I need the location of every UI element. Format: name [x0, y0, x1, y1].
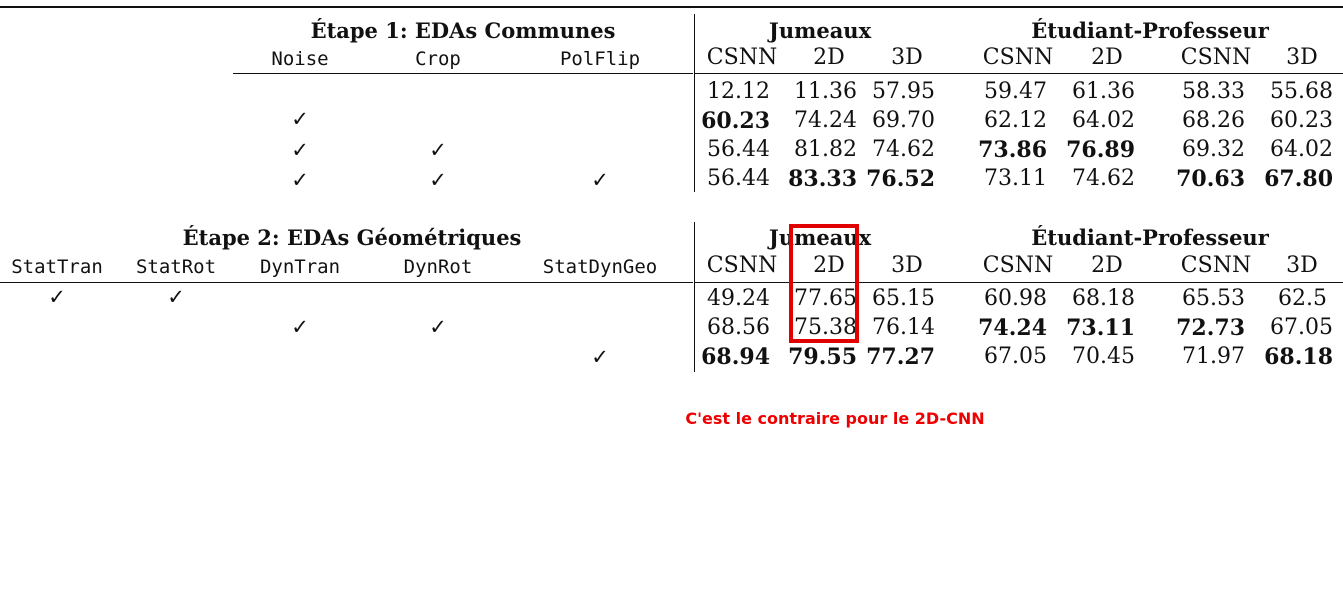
- table-top-rule: [0, 6, 1343, 8]
- stage2-hdr-3d-c: 3D: [1286, 253, 1318, 278]
- stage2-hdr-3d: 3D: [891, 253, 923, 278]
- check-mark: ✓: [167, 285, 185, 309]
- stage2-col-stattran: StatTran: [11, 256, 103, 278]
- stage1-separator: [694, 14, 695, 192]
- cell: 55.68: [1270, 79, 1333, 104]
- stage2-col-dynrot: DynRot: [403, 256, 473, 278]
- cell: 65.15: [872, 286, 935, 311]
- cell-best: 76.52: [866, 166, 935, 192]
- stage2-hdr-csnn-b: CSNN: [982, 253, 1054, 278]
- stage1-hdr-csnn-c: CSNN: [1180, 45, 1252, 70]
- cell: 74.62: [1072, 166, 1135, 191]
- cell-best: 73.86: [978, 137, 1047, 163]
- stage1-hdr-3d: 3D: [891, 45, 923, 70]
- cell: 11.36: [794, 79, 857, 104]
- stage1-group-etudiant: Étudiant-Professeur: [1031, 18, 1269, 43]
- cell: 67.05: [1270, 315, 1333, 340]
- stage2-group-etudiant: Étudiant-Professeur: [1031, 225, 1269, 250]
- stage2-metrics-rule: [695, 282, 1343, 283]
- cell-best: 67.80: [1264, 166, 1333, 192]
- stage1-col-polflip: PolFlip: [559, 48, 641, 70]
- check-mark: ✓: [48, 285, 66, 309]
- cell: 62.5: [1278, 286, 1327, 311]
- check-mark: ✓: [429, 315, 447, 339]
- cell-best: 74.24: [978, 315, 1047, 341]
- stage1-hdr-csnn-b: CSNN: [982, 45, 1054, 70]
- cell: 59.47: [984, 79, 1047, 104]
- cell: 75.38: [794, 315, 857, 340]
- stage2-hdr-2d: 2D: [813, 253, 845, 278]
- cell: 69.70: [872, 108, 935, 133]
- cell: 58.33: [1182, 79, 1245, 104]
- cell: 64.02: [1072, 108, 1135, 133]
- stage1-title: Étape 1: EDAs Communes: [310, 18, 616, 43]
- cell: 67.05: [984, 344, 1047, 369]
- check-mark: ✓: [429, 138, 447, 162]
- cell: 60.98: [984, 286, 1047, 311]
- stage2-separator: [694, 222, 695, 372]
- cell: 74.62: [872, 137, 935, 162]
- cell-best: 76.89: [1066, 137, 1135, 163]
- annotation-note: C'est le contraire pour le 2D-CNN: [685, 409, 985, 428]
- cell: 12.12: [707, 79, 770, 104]
- stage2-hdr-csnn-c: CSNN: [1180, 253, 1252, 278]
- highlight-box: [789, 224, 859, 343]
- check-mark: ✓: [291, 168, 309, 192]
- cell-best: 77.27: [866, 344, 935, 370]
- cell: 70.45: [1072, 344, 1135, 369]
- cell-best: 72.73: [1176, 315, 1245, 341]
- cell: 81.82: [794, 137, 857, 162]
- check-mark: ✓: [591, 345, 609, 369]
- cell: 49.24: [707, 286, 770, 311]
- stage1-hdr-2d-b: 2D: [1091, 45, 1123, 70]
- cell-best: 68.18: [1264, 344, 1333, 370]
- cell-best: 73.11: [1066, 315, 1135, 341]
- cell: 68.56: [707, 315, 770, 340]
- cell: 68.18: [1072, 286, 1135, 311]
- cell: 65.53: [1182, 286, 1245, 311]
- cell-best: 60.23: [701, 108, 770, 134]
- stage1-col-noise: Noise: [271, 48, 329, 70]
- cell: 69.32: [1182, 137, 1245, 162]
- cell: 57.95: [872, 79, 935, 104]
- stage1-metrics-rule: [695, 73, 1343, 74]
- check-mark: ✓: [291, 138, 309, 162]
- check-mark: ✓: [291, 107, 309, 131]
- check-mark: ✓: [291, 315, 309, 339]
- cell-best: 68.94: [701, 344, 770, 370]
- cell-best: 79.55: [788, 344, 857, 370]
- stage2-hdr-2d-b: 2D: [1091, 253, 1123, 278]
- check-mark: ✓: [429, 168, 447, 192]
- cell: 76.14: [872, 315, 935, 340]
- stage2-title: Étape 2: EDAs Géométriques: [182, 225, 522, 250]
- cell: 68.26: [1182, 108, 1245, 133]
- stage1-hdr-3d-c: 3D: [1286, 45, 1318, 70]
- stage1-group-jumeaux: Jumeaux: [768, 18, 872, 43]
- stage2-group-jumeaux: Jumeaux: [768, 225, 872, 250]
- stage2-header-rule: [0, 282, 693, 283]
- check-mark: ✓: [591, 168, 609, 192]
- cell: 56.44: [707, 166, 770, 191]
- stage1-col-crop: Crop: [415, 48, 461, 70]
- cell: 61.36: [1072, 79, 1135, 104]
- cell: 77.65: [794, 286, 857, 311]
- cell-best: 70.63: [1176, 166, 1245, 192]
- cell: 60.23: [1270, 108, 1333, 133]
- cell-best: 83.33: [788, 166, 857, 192]
- stage2-hdr-csnn: CSNN: [706, 253, 778, 278]
- cell: 74.24: [794, 108, 857, 133]
- cell: 64.02: [1270, 137, 1333, 162]
- cell: 71.97: [1182, 344, 1245, 369]
- stage2-col-statrot: StatRot: [135, 256, 217, 278]
- cell: 73.11: [984, 166, 1047, 191]
- stage1-hdr-csnn: CSNN: [706, 45, 778, 70]
- stage2-col-dyntran: DynTran: [259, 256, 341, 278]
- stage2-col-statdyngeo: StatDynGeo: [542, 256, 658, 278]
- stage1-hdr-2d: 2D: [813, 45, 845, 70]
- cell: 56.44: [707, 137, 770, 162]
- cell: 62.12: [984, 108, 1047, 133]
- stage1-header-rule: [233, 73, 693, 74]
